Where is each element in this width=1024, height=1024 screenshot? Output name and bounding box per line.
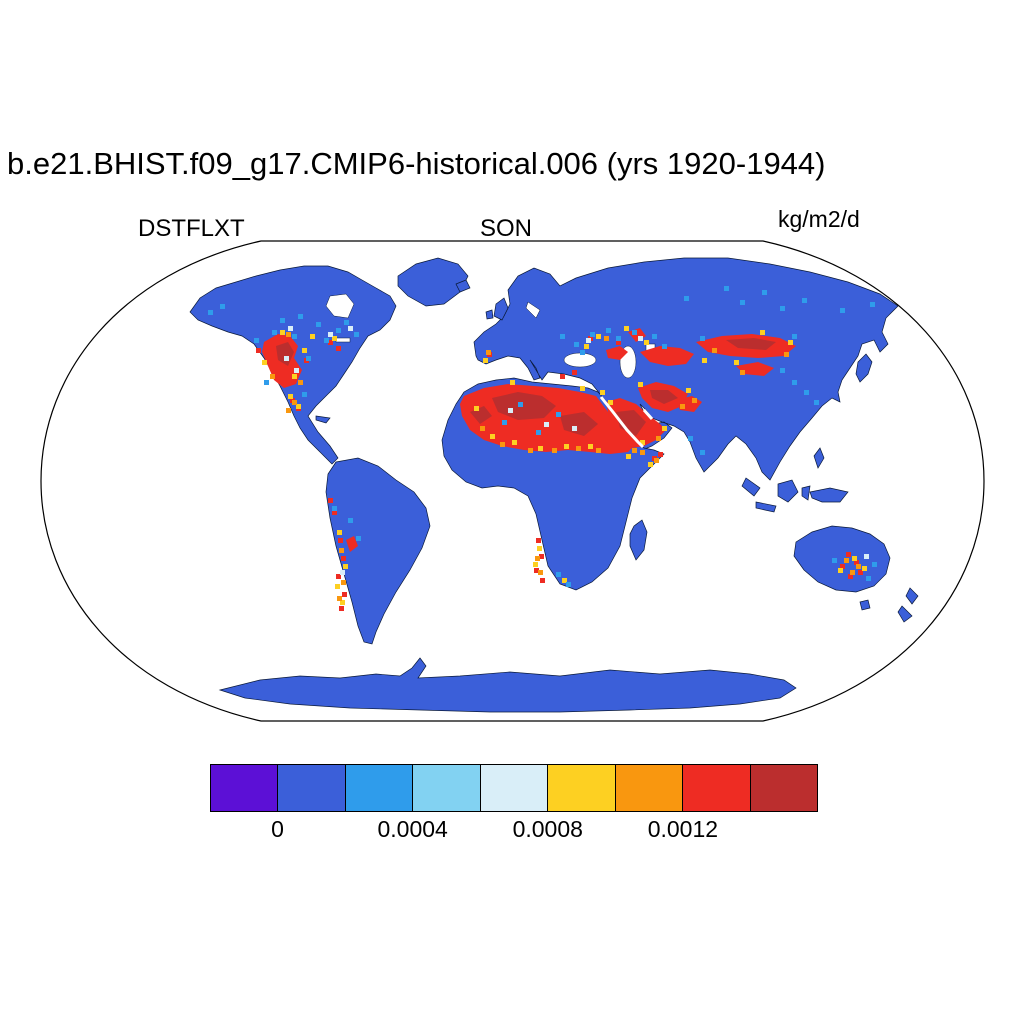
dust-bolivia (346, 536, 358, 552)
continent-south-america (325, 457, 431, 645)
island-britain (493, 297, 509, 321)
dust-speckles-yellow (262, 326, 867, 605)
island-sulawesi (801, 485, 811, 501)
colorbar-tick-labels: 0 0.0004 0.0008 0.0012 (210, 816, 818, 848)
dust-speckles-cyan (208, 286, 877, 587)
dust-highest-darkred (276, 338, 776, 436)
colorbar-cell (547, 764, 616, 812)
colorbar-cell (277, 764, 346, 812)
island-iceland (455, 279, 471, 293)
colorbar-cell (614, 764, 684, 812)
island-ireland (485, 309, 494, 320)
colorbar-cell (479, 764, 549, 812)
continent-antarctica (218, 657, 797, 713)
dust-east-caspian (640, 346, 694, 366)
persian-gulf (642, 409, 654, 420)
figure-title: b.e21.BHIST.f09_g17.CMIP6-historical.006… (7, 146, 826, 181)
island-new-zealand-north (905, 587, 919, 605)
island-madagascar (629, 519, 648, 561)
island-tasmania (859, 599, 871, 611)
colorbar-cell (344, 764, 414, 812)
colorbar-tick-label: 0 (271, 816, 284, 842)
colorbar: 0 0.0004 0.0008 0.0012 (210, 764, 818, 842)
colorbar-tick-label: 0.0012 (647, 816, 719, 842)
colorbar-tick-label: 0.0004 (377, 816, 448, 842)
colorbar-cells (210, 764, 818, 812)
colorbar-tick-label: 0.0008 (512, 816, 583, 842)
island-java (755, 501, 777, 513)
island-new-guinea (809, 487, 849, 503)
world-map (40, 240, 985, 722)
dust-speckles-orange (270, 332, 861, 601)
island-sumatra (741, 477, 761, 497)
black-sea (563, 352, 597, 368)
colorbar-cell (749, 764, 818, 812)
island-philippines (813, 447, 825, 469)
island-japan (855, 353, 873, 383)
colorbar-cell (682, 764, 751, 812)
island-borneo (777, 479, 799, 503)
baltic-sea (525, 301, 541, 319)
continent-australia (793, 525, 891, 593)
continent-eurasia (473, 257, 899, 481)
dust-caucasus (606, 346, 628, 360)
dust-speckles-pale (284, 326, 869, 575)
red-sea (599, 396, 645, 449)
season-label: SON (480, 215, 533, 242)
sea-slits (599, 396, 654, 449)
colorbar-cell (412, 764, 481, 812)
hudson-bay (325, 293, 355, 319)
inland-seas (325, 293, 656, 379)
island-new-zealand-south (897, 605, 913, 623)
dust-taklamakan (736, 362, 774, 376)
units-label: kg/m2/d (778, 206, 860, 232)
colorbar-cell (210, 764, 279, 812)
island-cuba (315, 415, 331, 424)
great-lakes (335, 337, 351, 343)
variable-label: DSTFLXT (138, 215, 245, 242)
